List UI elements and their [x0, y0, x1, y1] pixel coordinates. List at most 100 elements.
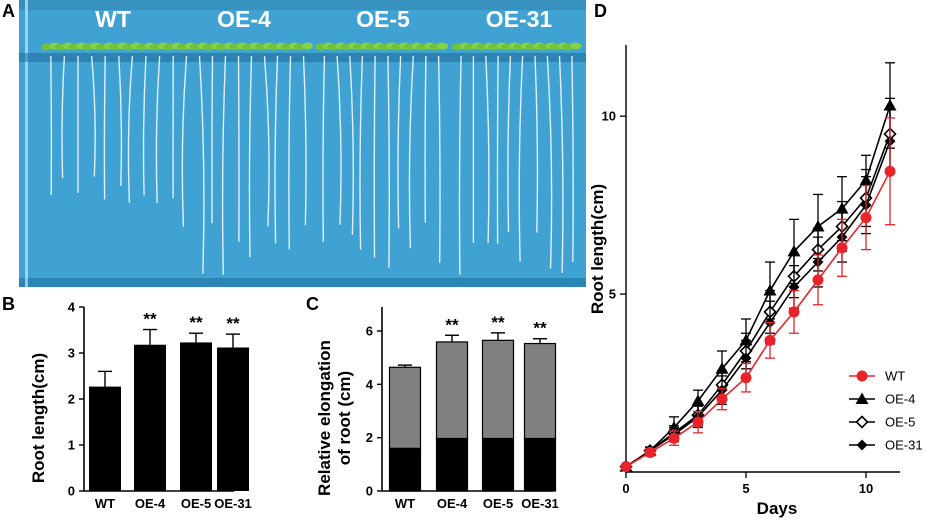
chart-d-xtick-label: 0	[622, 481, 629, 496]
chart-c-significance: **	[445, 315, 459, 334]
photo-label-oe31: OE-31	[486, 6, 553, 32]
seedling-root	[359, 55, 364, 250]
chart-b-bar	[134, 344, 166, 491]
agar-line	[19, 53, 586, 62]
chart-d-point-oe-31	[788, 281, 800, 293]
seedling-root	[142, 55, 147, 196]
chart-b-xtick-label: OE-31	[214, 496, 252, 511]
chart-b-ylabel: Root length(cm)	[29, 353, 48, 483]
chart-d-legend-marker-oe-4	[855, 392, 869, 404]
chart-d-line-oe-31	[625, 140, 891, 468]
seedling-root	[211, 55, 214, 224]
chart-d-point-wt	[788, 306, 800, 318]
chart-c-bar-base	[435, 437, 469, 492]
chart-d-point-oe-4	[691, 394, 705, 406]
chart-c-bar-elongation	[481, 339, 515, 440]
seedling-root	[50, 55, 53, 196]
seedling-root	[288, 55, 292, 250]
chart-d-point-wt	[692, 416, 704, 428]
seedling-leaf	[570, 42, 582, 50]
seedling-root	[336, 55, 342, 225]
chart-c-bar-base	[388, 447, 422, 492]
seedling-root	[221, 55, 227, 275]
seedling-root	[571, 55, 574, 262]
photo-label-wt: WT	[95, 6, 131, 32]
chart-d-line-oe-4	[625, 105, 891, 468]
chart-c-ytick-label: 2	[366, 430, 373, 445]
chart-c-xtick-label: OE-4	[437, 496, 468, 511]
seedling-root	[437, 55, 441, 263]
seedling-root	[518, 55, 524, 262]
seedling-root	[373, 55, 376, 258]
chart-c-ytick-label: 4	[366, 377, 374, 392]
chart-d-legend: WT OE-4 OE-5 OE-31	[849, 369, 923, 453]
chart-d-legend-label-wt: WT	[885, 369, 905, 384]
chart-b-significance: **	[143, 310, 157, 329]
seedling-root	[496, 55, 499, 244]
panel-label-c: C	[306, 294, 319, 314]
chart-d-point-oe-31	[740, 352, 752, 364]
chart-c-significance: **	[533, 319, 547, 338]
chart-d-line-oe-5	[625, 133, 891, 468]
chart-c-bar-elongation	[388, 366, 422, 449]
chart-d-legend-label-oe-4: OE-4	[885, 392, 915, 407]
chart-c-ytick-label: 6	[366, 324, 373, 339]
seedling-root	[248, 55, 253, 258]
seedling-root	[155, 55, 161, 204]
seedling-root	[274, 55, 279, 244]
seedling-root	[458, 55, 462, 275]
chart-d-ylabel: Root length(cm)	[588, 184, 607, 314]
seedling-leaf	[302, 42, 313, 50]
seedling-root	[349, 55, 355, 235]
plate-left-reflection	[25, 0, 28, 287]
photo-label-oe5: OE-5	[356, 6, 410, 32]
chart-d-xtick-label: 10	[859, 481, 873, 496]
chart-d-point-wt	[740, 372, 752, 384]
chart-c-bar-elongation	[435, 341, 469, 440]
chart-d-point-wt	[884, 165, 896, 177]
chart-b-ytick-label: 2	[68, 392, 75, 407]
chart-b-bar	[180, 342, 212, 491]
seedling-root	[546, 55, 553, 269]
chart-c-xtick-label: OE-31	[521, 496, 559, 511]
chart-d-ytick-label: 10	[602, 109, 616, 124]
plate-bottom-edge	[19, 278, 586, 287]
plate-top-edge	[19, 0, 586, 10]
chart-d-xlabel: Days	[757, 499, 798, 518]
seedling-root	[181, 55, 188, 227]
seedling-root	[198, 55, 205, 274]
seedling-root	[263, 55, 270, 227]
chart-c-ytick-label: 0	[366, 484, 373, 499]
chart-d-legend-marker-wt	[856, 370, 868, 382]
seedling-root	[534, 55, 539, 233]
seedling-root	[90, 55, 96, 177]
chart-b-xtick-label: OE-5	[181, 496, 211, 511]
seedling-root	[118, 55, 123, 186]
seedling-root	[408, 55, 414, 249]
chart-b-bar	[217, 347, 249, 491]
chart-d-legend-label-oe-5: OE-5	[885, 415, 915, 430]
seedling-root	[387, 55, 390, 268]
seedling-root	[127, 55, 134, 203]
chart-b-significance: **	[189, 313, 203, 332]
seedling-root	[322, 55, 326, 243]
chart-d-point-wt	[716, 393, 728, 405]
seedlings	[41, 42, 582, 275]
chart-c-xtick-label: OE-5	[483, 496, 513, 511]
chart-b-ytick-label: 1	[68, 438, 75, 453]
seedling-root	[558, 55, 564, 273]
chart-d-point-wt	[644, 446, 656, 458]
chart-b-ytick-label: 3	[68, 346, 75, 361]
chart-d-point-wt	[860, 212, 872, 224]
chart-c-ylabel-line1: Relative elongation	[315, 340, 334, 496]
panel-label-a: A	[2, 1, 15, 21]
chart-d-legend-label-oe-31: OE-31	[885, 438, 923, 453]
chart-d-xtick-label: 5	[742, 481, 749, 496]
chart-d-ytick-label: 5	[609, 287, 616, 302]
chart-d-legend-marker-oe-31	[856, 439, 868, 451]
chart-c-bar-base	[523, 437, 557, 492]
photo-label-oe4: OE-4	[217, 6, 271, 32]
seedling-root	[61, 55, 66, 179]
chart-c-bar-base	[481, 437, 515, 492]
